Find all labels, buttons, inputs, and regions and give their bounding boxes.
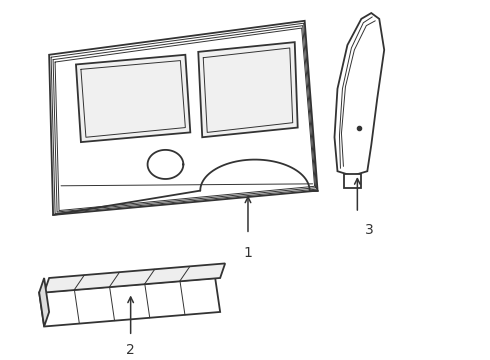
Polygon shape bbox=[39, 278, 220, 327]
Text: 2: 2 bbox=[126, 343, 135, 357]
Polygon shape bbox=[39, 278, 49, 327]
Polygon shape bbox=[335, 13, 384, 178]
Polygon shape bbox=[44, 264, 225, 293]
Text: 1: 1 bbox=[244, 246, 252, 260]
Polygon shape bbox=[76, 55, 190, 142]
Polygon shape bbox=[49, 21, 318, 215]
Polygon shape bbox=[198, 42, 298, 137]
Polygon shape bbox=[344, 174, 361, 188]
Text: 3: 3 bbox=[365, 223, 374, 237]
